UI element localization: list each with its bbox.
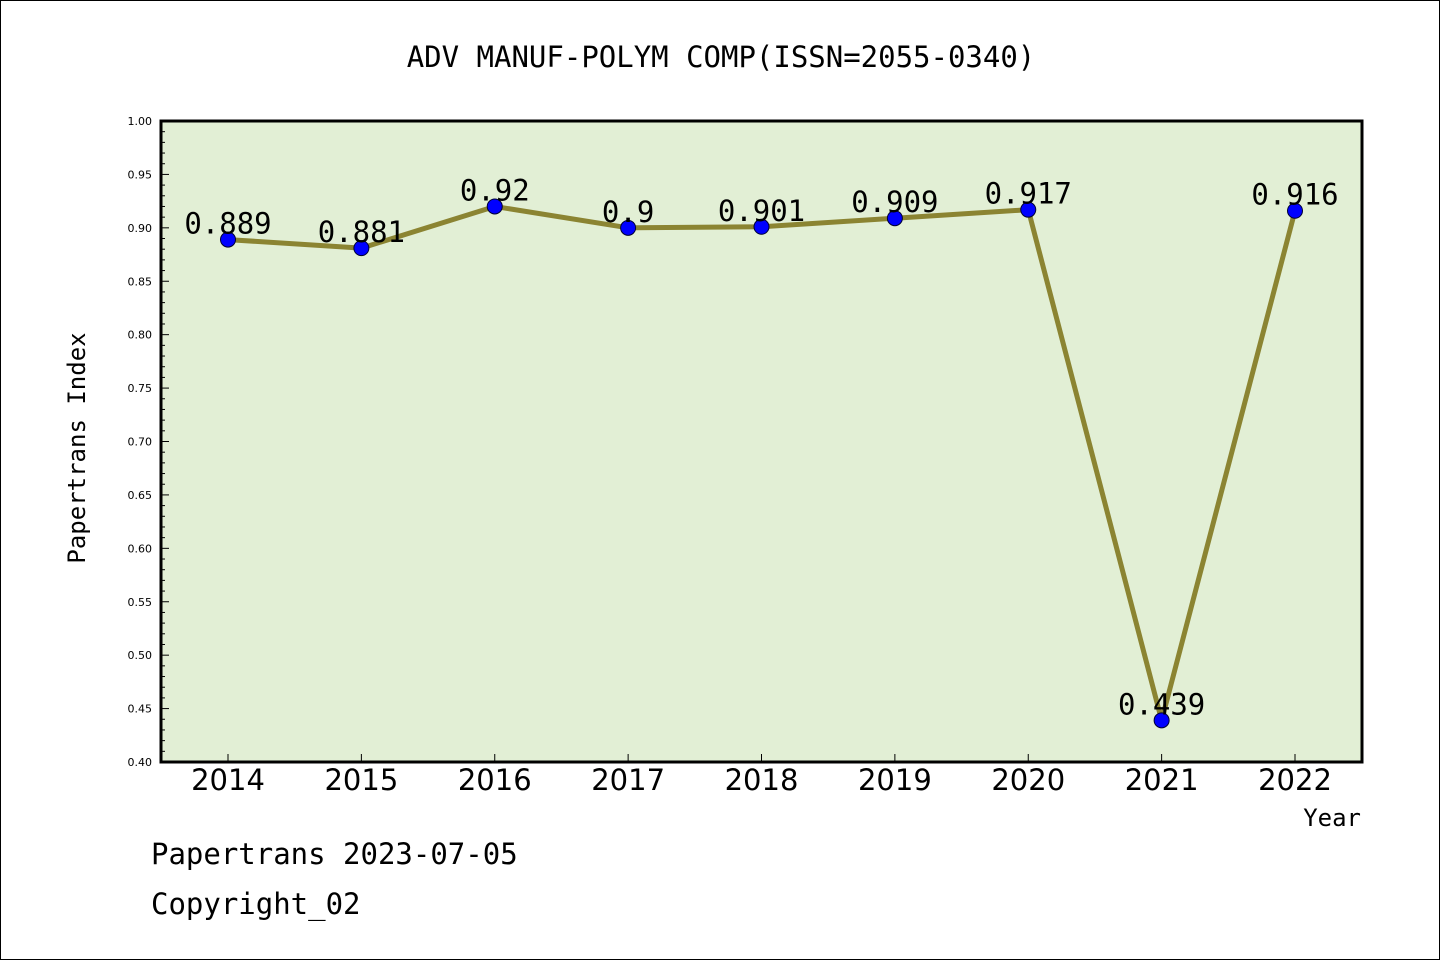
x-axis-label: Year — [1303, 804, 1361, 832]
x-tick-label: 2020 — [991, 763, 1065, 797]
y-tick-label: 0.70 — [128, 436, 153, 449]
data-point-marker — [486, 198, 503, 215]
data-label: 0.439 — [1118, 687, 1205, 721]
x-tick-label: 2019 — [858, 763, 932, 797]
y-tick-label: 0.65 — [128, 489, 153, 502]
data-point-marker — [620, 219, 637, 236]
y-tick-label: 0.75 — [128, 382, 153, 395]
y-axis: 0.40 0.45 0.50 0.55 0.60 0.65 0.70 0.75 0.80 0.85… — [128, 115, 169, 769]
data-label: 0.901 — [718, 194, 805, 228]
y-tick-label: 0.60 — [128, 542, 153, 555]
data-point-marker — [1020, 201, 1037, 218]
data-point-marker — [220, 231, 236, 248]
x-tick-label: 2018 — [725, 763, 799, 797]
y-tick-label: 0.95 — [128, 168, 153, 181]
chart-title: ADV MANUF-POLYM COMP(ISSN=2055-0340) — [407, 40, 1036, 74]
x-tick-label: 2016 — [458, 763, 532, 797]
y-tick-label: 0.90 — [128, 222, 153, 235]
data-label: 0.9 — [602, 195, 654, 229]
data-label: 0.909 — [851, 185, 938, 219]
data-label: 0.889 — [184, 207, 271, 241]
x-axis: 2014 2015 2016 2017 2018 2019 2020 2021 2022 — [191, 754, 1332, 797]
series-group: 0.889 0.881 0.92 0.9 0.901 0.909 0.917 0.439 0.9… — [184, 173, 1339, 729]
y-axis-label: Papertrans Index — [63, 332, 91, 563]
data-point-marker — [753, 218, 770, 235]
x-tick-label: 2015 — [324, 763, 398, 797]
data-point-marker — [886, 210, 903, 227]
copyright-note: Copyright_02 — [151, 887, 361, 921]
y-tick-label: 0.55 — [128, 596, 153, 609]
x-tick-label: 2014 — [191, 763, 265, 797]
data-label: 0.92 — [460, 173, 530, 207]
data-label: 0.917 — [985, 177, 1072, 211]
data-point-marker — [1287, 202, 1303, 219]
y-tick-label: 0.80 — [128, 329, 153, 342]
x-tick-label: 2017 — [591, 763, 665, 797]
x-tick-label: 2022 — [1258, 763, 1332, 797]
x-tick-label: 2021 — [1125, 763, 1199, 797]
y-tick-label: 0.50 — [128, 649, 153, 662]
data-point-marker — [353, 240, 370, 257]
y-tick-label: 0.45 — [128, 703, 153, 716]
data-point-marker — [1153, 712, 1170, 729]
y-tick-label: 1.00 — [128, 115, 153, 128]
data-label: 0.916 — [1251, 178, 1338, 212]
y-tick-label: 0.85 — [128, 275, 153, 288]
y-tick-label: 0.40 — [128, 756, 153, 769]
data-label: 0.881 — [318, 215, 405, 249]
source-note: Papertrans 2023-07-05 — [151, 837, 518, 871]
